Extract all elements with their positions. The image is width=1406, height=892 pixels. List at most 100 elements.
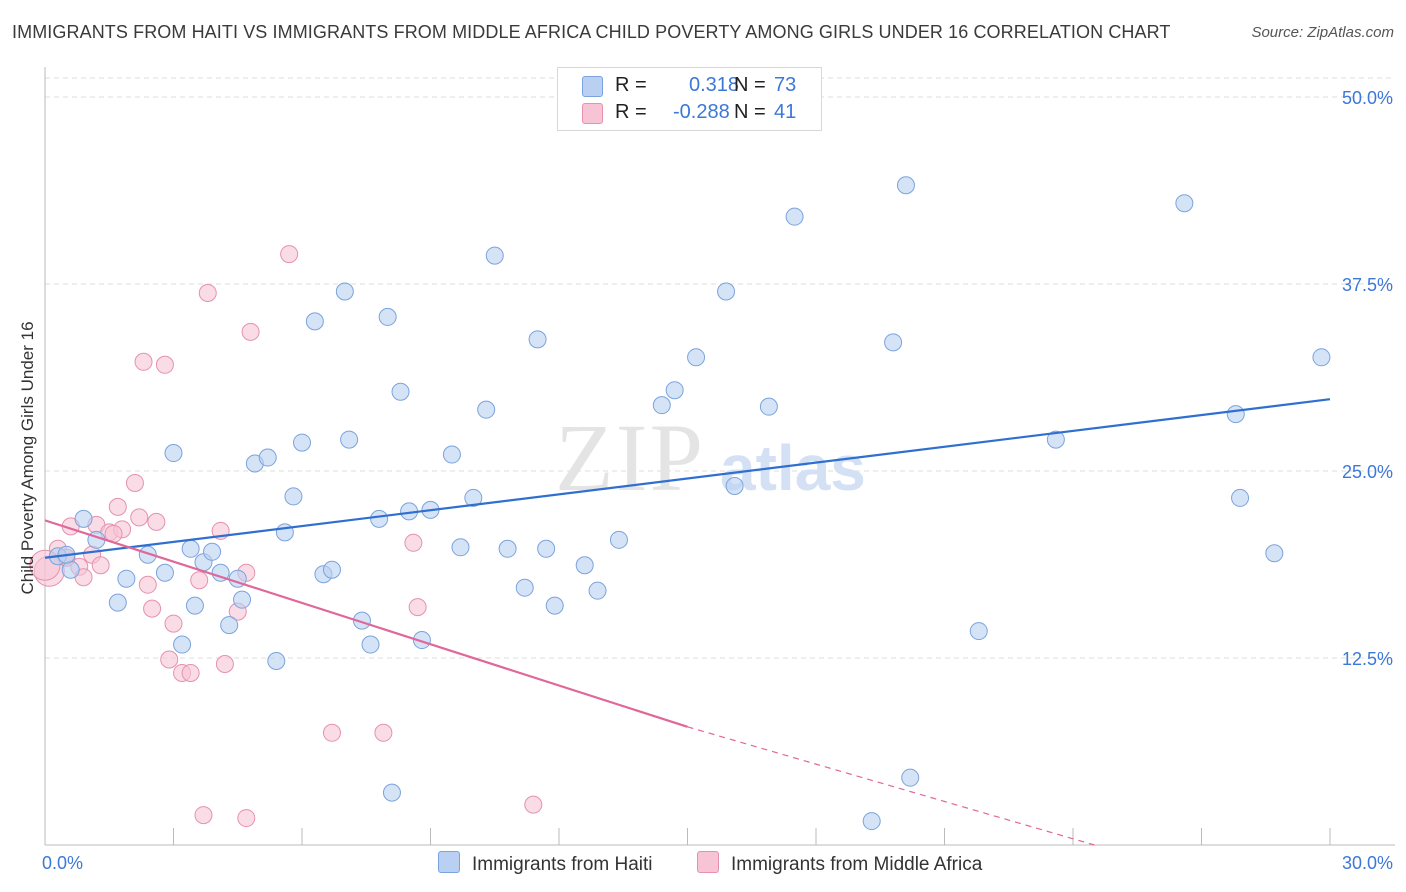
haiti-point (1231, 488, 1250, 507)
haiti-point (451, 538, 470, 557)
bottom-legend-haiti: Immigrants from Haiti (438, 851, 653, 876)
haiti-point (528, 330, 547, 349)
haiti-point (717, 282, 736, 301)
y-tick-label: 50.0% (1342, 88, 1393, 108)
y-tick-label: 25.0% (1342, 462, 1393, 482)
haiti-point (884, 333, 903, 352)
middle-africa-point (322, 723, 341, 742)
haiti-point (862, 812, 881, 831)
haiti-point (477, 400, 496, 419)
y-tick-label: 37.5% (1342, 275, 1393, 295)
haiti-point (382, 783, 401, 802)
haiti-point (322, 560, 341, 579)
haiti-point (725, 476, 744, 495)
legend-n-label: N = (734, 74, 766, 96)
middle-africa-point (134, 352, 153, 371)
axes (44, 67, 1395, 846)
haiti-point (498, 539, 517, 558)
haiti-point (61, 560, 80, 579)
middle-africa-point (404, 533, 423, 552)
y-axis-label: Child Poverty Among Girls Under 16 (18, 321, 37, 594)
middle-africa-point (160, 650, 179, 669)
middle-africa-point (408, 598, 427, 617)
trend-line-middle-africa (44, 519, 688, 728)
middle-africa-point (108, 497, 127, 516)
haiti-point (545, 596, 564, 615)
legend-swatch-haiti (582, 76, 603, 97)
haiti-point (442, 445, 461, 464)
middle-africa-point (374, 723, 393, 742)
haiti-point (687, 348, 706, 367)
bottom-legend-swatch-haiti (438, 851, 460, 873)
trend-line-haiti (44, 398, 1331, 559)
middle-africa-point (280, 245, 299, 264)
haiti-point (652, 396, 671, 415)
legend-swatch-middle-africa (582, 103, 603, 124)
haiti-point (378, 307, 397, 326)
haiti-point (969, 622, 988, 641)
middle-africa-point (138, 575, 157, 594)
bottom-legend-swatch-middle-africa (697, 851, 719, 873)
axis-labels: 12.5% 25.0% 37.5% 50.0% 0.0% 30.0% Child Pover… (18, 88, 1393, 873)
legend-r-label: R = (615, 74, 647, 96)
middle-africa-point (147, 512, 166, 531)
haiti-point (1175, 194, 1194, 213)
correlation-legend: R = 0.318 N = 73 R = -0.288 N = 41 (557, 67, 822, 131)
haiti-point (74, 509, 93, 528)
haiti-point (609, 530, 628, 549)
middle-africa-point (194, 806, 213, 825)
trend-line-middle-africa-extension (687, 726, 1095, 846)
bottom-legend-middle-africa: Immigrants from Middle Africa (697, 851, 982, 876)
middle-africa-point (215, 654, 234, 673)
haiti-point (117, 569, 136, 588)
middle-africa-point (91, 556, 110, 575)
haiti-point (340, 430, 359, 449)
source-label: Source: ZipAtlas.com (1251, 24, 1394, 41)
haiti-point (1046, 430, 1065, 449)
haiti-point (1265, 544, 1284, 563)
haiti-point (370, 509, 389, 528)
x-tick-label-min: 0.0% (42, 853, 83, 873)
bottom-legend-label-haiti: Immigrants from Haiti (472, 854, 653, 875)
chart-title: IMMIGRANTS FROM HAITI VS IMMIGRANTS FROM… (12, 22, 1171, 42)
haiti-point (515, 578, 534, 597)
haiti-point (155, 563, 174, 582)
trend-lines (44, 398, 1331, 846)
haiti-point (293, 433, 311, 452)
haiti-point (1226, 405, 1245, 424)
haiti-point (361, 635, 380, 654)
haiti-point (173, 635, 192, 654)
haiti-point (305, 312, 324, 331)
middle-africa-point (125, 473, 144, 492)
middle-africa-point (190, 571, 209, 590)
haiti-point (665, 381, 684, 400)
haiti-point (588, 581, 607, 600)
haiti-point (335, 282, 354, 301)
y-tick-label: 12.5% (1342, 649, 1393, 669)
middle-africa-point (524, 795, 543, 814)
haiti-point (464, 488, 483, 507)
middle-africa-point (164, 614, 183, 633)
middle-africa-point (198, 283, 217, 302)
haiti-point (391, 382, 410, 401)
middle-africa-point (181, 663, 200, 682)
haiti-point (164, 444, 183, 463)
haiti-point (233, 590, 252, 609)
watermark: ZIP atlas (555, 404, 866, 511)
haiti-point (412, 631, 431, 650)
haiti-point (211, 563, 230, 582)
watermark-atlas: atlas (720, 432, 866, 504)
haiti-point (267, 651, 286, 670)
series-haiti-points (48, 176, 1331, 831)
middle-africa-point (130, 508, 149, 527)
haiti-point (901, 768, 920, 787)
haiti-point (203, 542, 222, 561)
haiti-point (284, 487, 303, 506)
legend-n-value: 73 (774, 74, 797, 96)
haiti-point (485, 246, 504, 265)
haiti-point (220, 616, 239, 635)
watermark-zip: ZIP (555, 404, 705, 511)
legend-n-value: 41 (774, 101, 797, 123)
legend-r-value: 0.318 (689, 74, 740, 96)
